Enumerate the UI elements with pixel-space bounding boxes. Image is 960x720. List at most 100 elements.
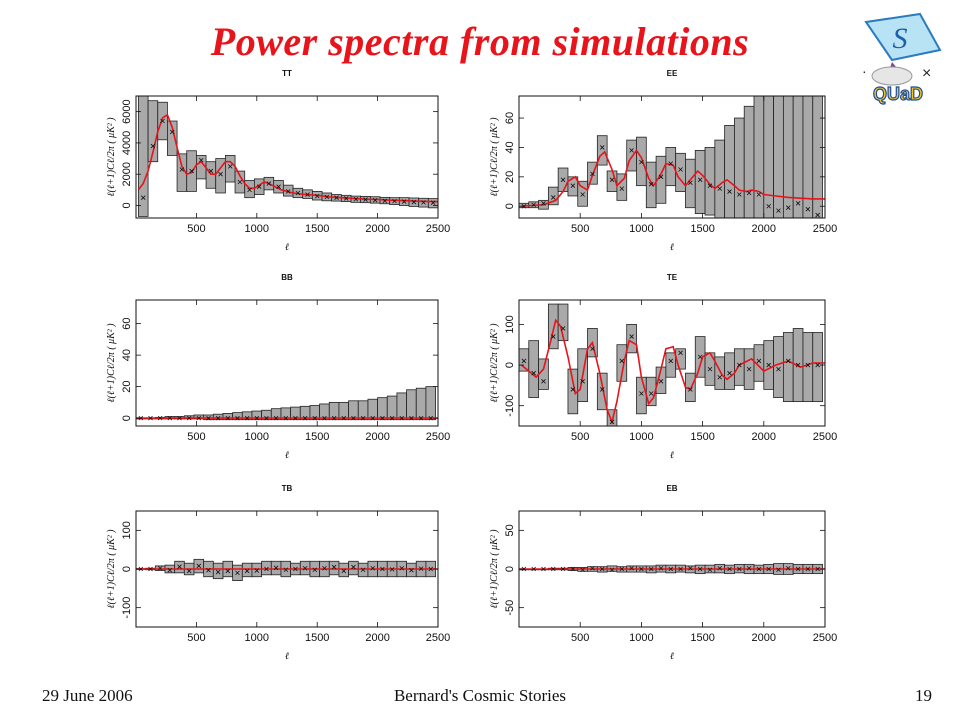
data-point [590,346,595,352]
error-box [734,348,745,386]
error-box [338,562,350,578]
x-tick-label: 500 [571,632,589,644]
y-tick-label: 60 [504,112,516,124]
data-point [707,366,713,372]
data-point [264,566,269,572]
panel-title-ee: EE [667,69,678,78]
data-point [293,566,298,572]
x-tick-label: 1000 [245,632,269,644]
plot-area-bb [136,386,438,421]
data-point [737,566,742,572]
data-point [264,415,269,421]
data-point [570,387,576,392]
x-tick-label: 1000 [245,223,269,235]
data-point [629,148,634,153]
error-box [415,387,427,421]
x-tick-label: 1000 [629,632,653,644]
y-tick-label: 60 [121,318,133,330]
error-box [224,155,236,183]
error-box [753,96,765,218]
data-point [411,199,417,205]
data-point [550,195,556,200]
data-point [599,566,605,572]
data-point [531,566,536,572]
logo-symbol-left: · [862,63,867,79]
data-point [697,177,703,183]
data-point [609,567,615,573]
data-point [283,567,289,573]
data-point [785,205,791,210]
data-point [302,565,308,571]
data-point [541,201,546,206]
data-point [707,183,713,188]
error-box [636,376,647,415]
error-box [357,400,369,421]
data-point [148,566,153,572]
data-point [276,184,281,190]
y-tick-label: -100 [504,395,516,417]
model-curve [137,113,438,203]
data-point [521,358,527,364]
data-point [266,181,272,186]
panel-te: TE 500 1000 1500 2000 2500 -100 0 100 ℓ ℓ(ℓ+1)Cℓ/2… [489,273,837,461]
error-box [577,180,588,207]
error-box [538,358,549,390]
data-point [639,391,644,396]
data-point [256,184,262,190]
x-tick-label: 500 [187,223,205,235]
error-box [338,401,350,421]
data-point [331,564,337,570]
data-point [815,362,820,368]
data-point [776,567,781,573]
data-point [795,566,801,572]
error-box [812,332,823,403]
data-point [150,143,156,149]
y-tick-label: 50 [504,524,516,536]
data-point [815,566,820,572]
data-point [785,565,791,571]
data-point [409,567,414,573]
data-point [341,415,347,421]
data-point [531,370,536,376]
data-point [658,174,664,180]
error-box [782,96,794,218]
y-tick-label: 2000 [121,162,133,186]
data-point [580,379,585,384]
data-point [392,198,397,204]
y-tick-label: 40 [504,141,516,153]
data-point [351,415,356,421]
error-box [812,96,823,218]
x-tick-label: 500 [187,632,205,644]
x-tick-label: 1000 [245,431,269,443]
x-tick-label: 1500 [305,632,329,644]
data-point [550,566,556,572]
data-point [302,415,308,421]
data-point [727,189,732,194]
error-box [782,332,794,403]
data-point [370,565,376,571]
data-point [805,362,811,368]
data-point [186,568,192,574]
error-box [636,136,647,187]
y-tick-label: 40 [121,349,133,361]
panel-title-bb: BB [281,273,293,282]
data-point [254,568,260,573]
data-point [312,567,318,573]
y-tick-label: 6000 [121,99,133,123]
error-box [167,120,178,156]
data-point [247,187,252,193]
error-box [606,409,618,426]
data-point [629,334,634,339]
y-axis-label: ℓ(ℓ+1)Cℓ/2π ( μK² ) [106,117,117,197]
data-point [560,326,566,331]
y-tick-label: -100 [121,597,133,619]
x-tick-label: 500 [571,223,589,235]
data-point [206,567,211,573]
data-point [668,566,674,572]
data-point [283,415,289,421]
data-point [314,193,320,199]
data-point [360,567,366,573]
error-box [138,96,149,217]
y-tick-label: 0 [504,362,516,368]
data-point [322,415,327,421]
